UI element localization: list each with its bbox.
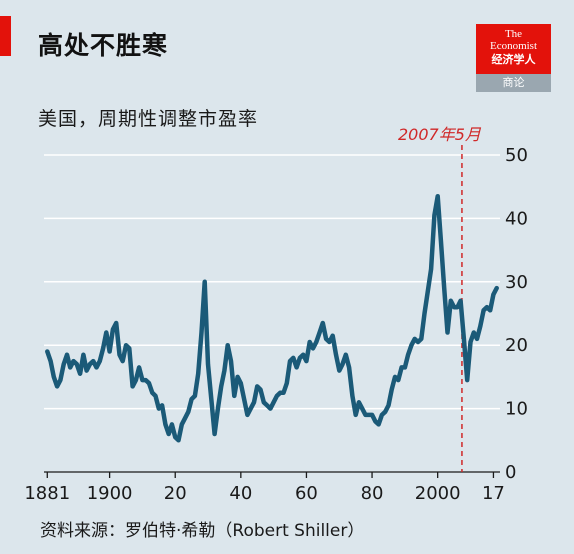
annotation-label: 2007年5月 bbox=[398, 125, 481, 144]
y-tick-label-0: 0 bbox=[505, 462, 516, 483]
logo-economist: Economist bbox=[489, 40, 538, 52]
page-title: 高处不胜寒 bbox=[38, 31, 169, 60]
cape-series-line-0 bbox=[45, 193, 499, 443]
logo-chinese-name: 经济学人 bbox=[491, 54, 536, 66]
x-tick-label-1900: 1900 bbox=[87, 483, 133, 504]
source-note: 资料来源：罗伯特·希勒（Robert Shiller） bbox=[40, 521, 365, 541]
x-tick-label-1920: 20 bbox=[164, 483, 187, 504]
y-tick-label-50: 50 bbox=[505, 145, 528, 166]
logo-section-label: 商论 bbox=[476, 74, 551, 92]
x-tick-label-2000: 2000 bbox=[415, 483, 461, 504]
chart-subtitle: 美国，周期性调整市盈率 bbox=[38, 108, 259, 130]
x-tick-label-2017: 17 bbox=[482, 483, 505, 504]
economist-logo: The Economist 经济学人 商论 bbox=[476, 24, 551, 92]
y-tick-label-30: 30 bbox=[505, 272, 528, 293]
y-tick-label-40: 40 bbox=[505, 208, 528, 229]
logo-the: The bbox=[504, 28, 523, 40]
y-tick-label-20: 20 bbox=[505, 335, 528, 356]
x-tick-label-1980: 80 bbox=[361, 483, 384, 504]
brand-red-bar bbox=[0, 16, 11, 56]
logo-red-block: The Economist 经济学人 bbox=[476, 24, 551, 74]
y-tick-label-10: 10 bbox=[505, 399, 528, 420]
x-tick-label-1881: 1881 bbox=[24, 483, 70, 504]
x-tick-label-1940: 40 bbox=[229, 483, 252, 504]
x-tick-label-1960: 60 bbox=[295, 483, 318, 504]
